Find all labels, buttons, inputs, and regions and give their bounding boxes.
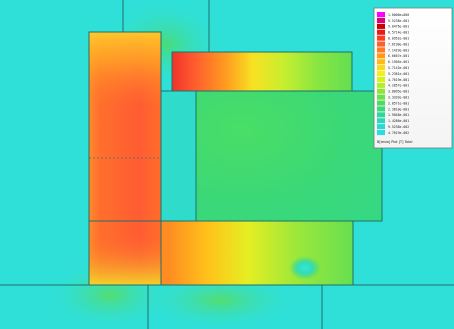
air-gap	[161, 91, 196, 221]
legend-swatch	[377, 29, 385, 35]
legend-swatch	[377, 47, 385, 53]
legend-swatch	[377, 17, 385, 23]
legend-swatch	[377, 118, 385, 124]
legend-swatch	[377, 112, 385, 118]
legend-value: 8.5714e-001	[388, 31, 409, 35]
legend-swatch	[377, 59, 385, 65]
legend-swatch	[377, 82, 385, 88]
field-hotspot-blob	[289, 256, 321, 280]
legend-value: 9.5238e-001	[388, 19, 409, 23]
legend-swatch	[377, 124, 385, 130]
legend-swatch	[377, 35, 385, 41]
legend-value: 3.8095e-001	[388, 90, 409, 94]
legend-value: 5.2381e-001	[388, 72, 409, 76]
legend-entries: 1.0000e+000 9.5238e-001 9.0476e-001 8.5714e…	[377, 12, 409, 136]
legend-value: 1.0000e+000	[388, 13, 409, 17]
legend-value: 8.0952e-001	[388, 37, 409, 41]
legend-value: 2.8571e-001	[388, 101, 409, 105]
legend-swatch	[377, 100, 385, 106]
legend-swatch	[377, 94, 385, 100]
legend-swatch	[377, 71, 385, 77]
legend-value: 1.4286e-001	[388, 119, 409, 123]
legend-value: 7.1429e-001	[388, 48, 409, 52]
legend-value: 6.6667e-001	[388, 54, 409, 58]
legend-value: 7.6190e-001	[388, 42, 409, 46]
legend: 1.0000e+000 9.5238e-001 9.0476e-001 8.5714e…	[373, 7, 453, 149]
top-arm	[172, 52, 352, 91]
legend-value: 4.7619e-002	[388, 131, 409, 135]
legend-value: 9.5238e-002	[388, 125, 409, 129]
legend-swatch	[377, 23, 385, 29]
legend-value: 1.9048e-001	[388, 113, 409, 117]
legend-swatch	[377, 88, 385, 94]
legend-value: 2.3810e-001	[388, 107, 409, 111]
legend-value: 9.0476e-001	[388, 25, 409, 29]
legend-swatch	[377, 41, 385, 47]
legend-swatch	[377, 130, 385, 136]
legend-value: 4.2857e-001	[388, 84, 409, 88]
legend-swatch	[377, 65, 385, 71]
legend-caption: B[tesla] Plot [T] Total	[377, 140, 412, 144]
legend-value: 4.7619e-001	[388, 78, 409, 82]
legend-swatch	[377, 53, 385, 59]
legend-swatch	[377, 76, 385, 82]
legend-value: 3.3333e-001	[388, 96, 409, 100]
center-core	[196, 91, 382, 221]
legend-frame	[373, 7, 453, 149]
legend-swatch	[377, 12, 385, 18]
legend-swatch	[377, 106, 385, 112]
legend-value: 5.7143e-001	[388, 66, 409, 70]
legend-value: 6.1905e-001	[388, 60, 409, 64]
